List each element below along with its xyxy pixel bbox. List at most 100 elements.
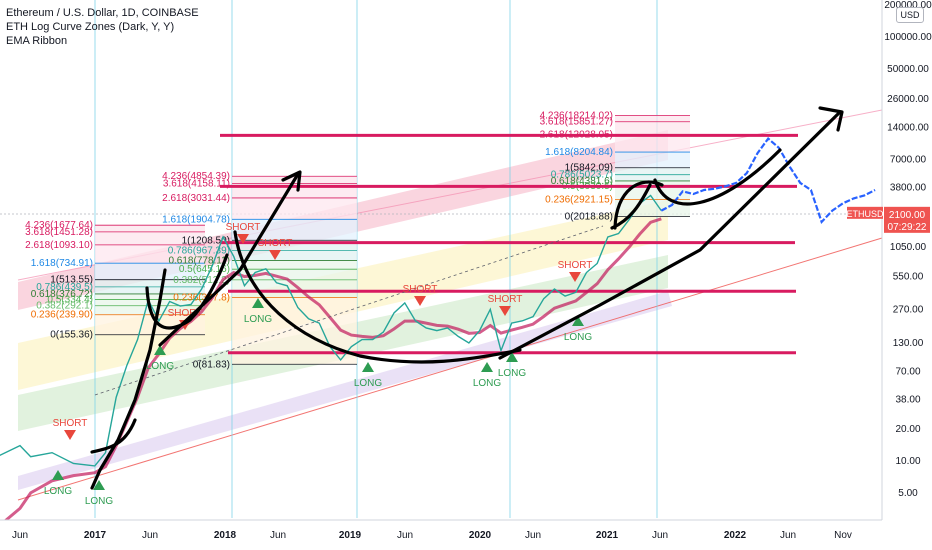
long-signal-label: LONG	[498, 368, 527, 379]
short-signal-label: SHORT	[53, 418, 88, 429]
long-signal-marker	[154, 345, 166, 355]
long-signal-label: LONG	[473, 378, 502, 389]
fib-zone	[615, 152, 690, 168]
fib-zone	[615, 115, 690, 122]
time-tick-label: Jun	[397, 530, 413, 541]
short-signal-label: SHORT	[168, 308, 203, 319]
legend-title: Ethereum / U.S. Dollar, 1D, COINBASE	[6, 7, 199, 19]
time-tick-label: 2018	[214, 530, 237, 541]
short-signal-label: SHORT	[403, 284, 438, 295]
currency-badge[interactable]: USD	[896, 7, 924, 23]
short-signal-marker	[569, 272, 581, 282]
time-tick-label: Jun	[12, 530, 28, 541]
fib-zone	[232, 279, 357, 298]
fib-zone	[95, 244, 205, 264]
fib-zone	[232, 219, 357, 241]
trend-line	[94, 225, 604, 396]
fib-level-label: 0.618(4381.6)	[551, 176, 613, 187]
fib-level-label: 2.618(1093.10)	[25, 240, 93, 251]
last-price-label: 2100.00	[889, 210, 926, 221]
fib-level-label: 0.236(347.8)	[173, 293, 230, 304]
time-tick-label: 2017	[84, 530, 107, 541]
price-tick-label: 5.00	[898, 488, 918, 499]
price-tick-label: 26000.00	[887, 94, 929, 105]
fib-level-label: 1(5842.09)	[565, 163, 613, 174]
projection-series	[660, 136, 876, 225]
hand-drawn-arrow	[158, 172, 300, 347]
long-signal-marker	[252, 298, 264, 308]
fib-level-label: 1(1208.50)	[182, 235, 230, 246]
long-signal-label: LONG	[244, 314, 273, 325]
fib-zone	[95, 225, 205, 232]
fib-zone	[95, 263, 205, 280]
hand-drawn-arrow	[281, 170, 302, 192]
fib-level-label: 0.618(778.11)	[168, 256, 230, 267]
fib-zone	[95, 286, 205, 294]
time-tick-label: Jun	[652, 530, 668, 541]
fib-level-label: 3.618(15851.27)	[540, 117, 613, 128]
time-tick-label: Nov	[834, 530, 852, 541]
time-tick-label: Jun	[270, 530, 286, 541]
fib-level-label: 0(81.83)	[193, 359, 230, 370]
long-signal-marker	[52, 470, 64, 480]
fib-level-label: 0(2018.88)	[565, 212, 613, 223]
fib-level-label: 0.5(334.4)	[47, 294, 93, 305]
legend-indicator: EMA Ribbon	[6, 35, 68, 47]
price-tick-label: 550.00	[893, 272, 924, 283]
fib-level-label: 0.618(376.72)	[31, 289, 93, 300]
fib-level-label: 3.618(1451.28)	[25, 227, 93, 238]
long-signal-label: LONG	[354, 378, 383, 389]
fib-level-label: 3.618(4158.11)	[163, 178, 230, 189]
fib-zone	[232, 197, 357, 220]
price-tick-label: 3800.00	[890, 183, 927, 194]
symbol-tag	[847, 206, 883, 219]
price-tick-label: 20.00	[895, 424, 920, 435]
short-signal-marker	[237, 234, 249, 244]
short-signal-marker	[64, 430, 76, 440]
fib-level-label: 4.236(18214.02)	[540, 110, 613, 121]
long-signal-marker	[362, 362, 374, 372]
hand-drawn-arrow	[90, 268, 167, 490]
price-axis	[882, 0, 932, 550]
fib-level-label: 1.618(734.91)	[31, 258, 93, 269]
price-tick-label: 10.00	[895, 456, 920, 467]
fib-zone	[615, 167, 690, 175]
time-tick-label: Jun	[142, 530, 158, 541]
time-axis	[0, 520, 932, 550]
time-tick-label: 2022	[724, 530, 747, 541]
price-tick-label: 1050.00	[890, 242, 927, 253]
price-tick-label: 270.00	[893, 304, 924, 315]
fib-level-label: 0.382(292.1)	[36, 301, 93, 312]
long-signal-marker	[506, 352, 518, 362]
last-price-box	[884, 206, 930, 233]
curve-zone-line	[17, 237, 883, 501]
fib-zone	[95, 293, 205, 300]
fib-zone	[615, 121, 690, 135]
hand-drawn-arrow	[90, 418, 137, 454]
price-tick-label: 130.00	[893, 338, 924, 349]
fib-level-label: 0.382(512.2)	[173, 275, 230, 286]
time-tick-label: Jun	[780, 530, 796, 541]
fib-zone	[232, 260, 357, 270]
symbol-tag-label: ETHUSD	[846, 209, 884, 219]
fib-level-label: 4.236(4854.39)	[162, 171, 230, 182]
short-signal-marker	[499, 306, 511, 316]
fib-level-label: 0.786(5023.7)	[551, 170, 613, 181]
price-tick-label: 7000.00	[890, 154, 927, 165]
fib-level-label: 0.236(239.90)	[31, 310, 93, 321]
hand-drawn-arrow	[233, 230, 522, 364]
curve-zone-band	[18, 291, 672, 490]
price-tick-label: 38.00	[895, 395, 920, 406]
fib-zone	[232, 250, 357, 261]
hand-drawn-arrow	[145, 253, 229, 330]
long-signal-marker	[572, 316, 584, 326]
fib-zone	[615, 134, 690, 153]
long-signal-marker	[481, 362, 493, 372]
signal-markers: SHORTLONGLONGSHORTLONGSHORTLONGSHORTLONG…	[44, 222, 593, 507]
price-tick-label: 14000.00	[887, 122, 929, 133]
long-signal-label: LONG	[146, 361, 175, 372]
price-tick-label: 70.00	[895, 366, 920, 377]
fib-zone	[615, 174, 690, 181]
